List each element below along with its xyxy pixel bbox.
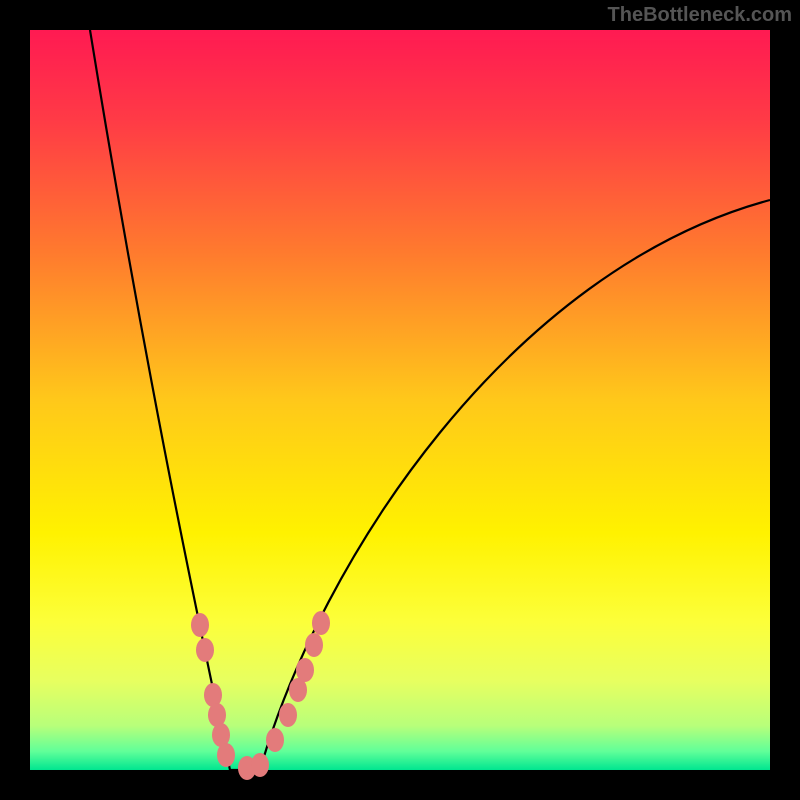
marker-dot	[191, 613, 209, 637]
marker-dot	[279, 703, 297, 727]
marker-dot	[305, 633, 323, 657]
marker-dot	[266, 728, 284, 752]
watermark-text: TheBottleneck.com	[608, 4, 792, 27]
plot-background	[30, 30, 770, 770]
marker-dot	[251, 753, 269, 777]
marker-dot	[312, 611, 330, 635]
marker-dot	[196, 638, 214, 662]
marker-dot	[217, 743, 235, 767]
marker-dot	[296, 658, 314, 682]
bottleneck-chart	[0, 0, 800, 800]
